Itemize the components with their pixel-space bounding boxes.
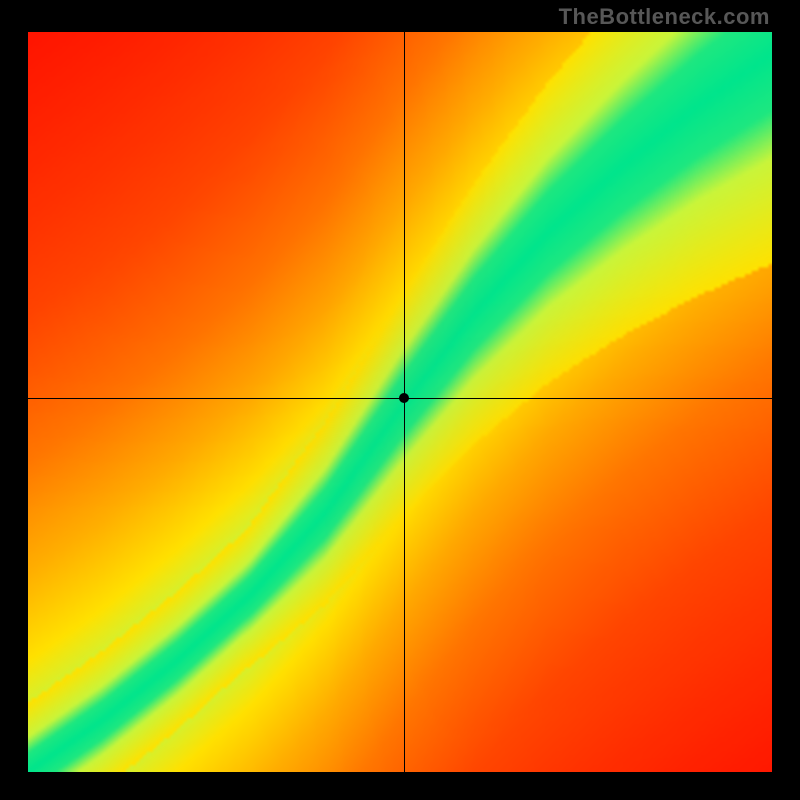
crosshair-marker — [399, 393, 409, 403]
watermark-text: TheBottleneck.com — [559, 4, 770, 30]
bottleneck-heatmap — [28, 32, 772, 772]
